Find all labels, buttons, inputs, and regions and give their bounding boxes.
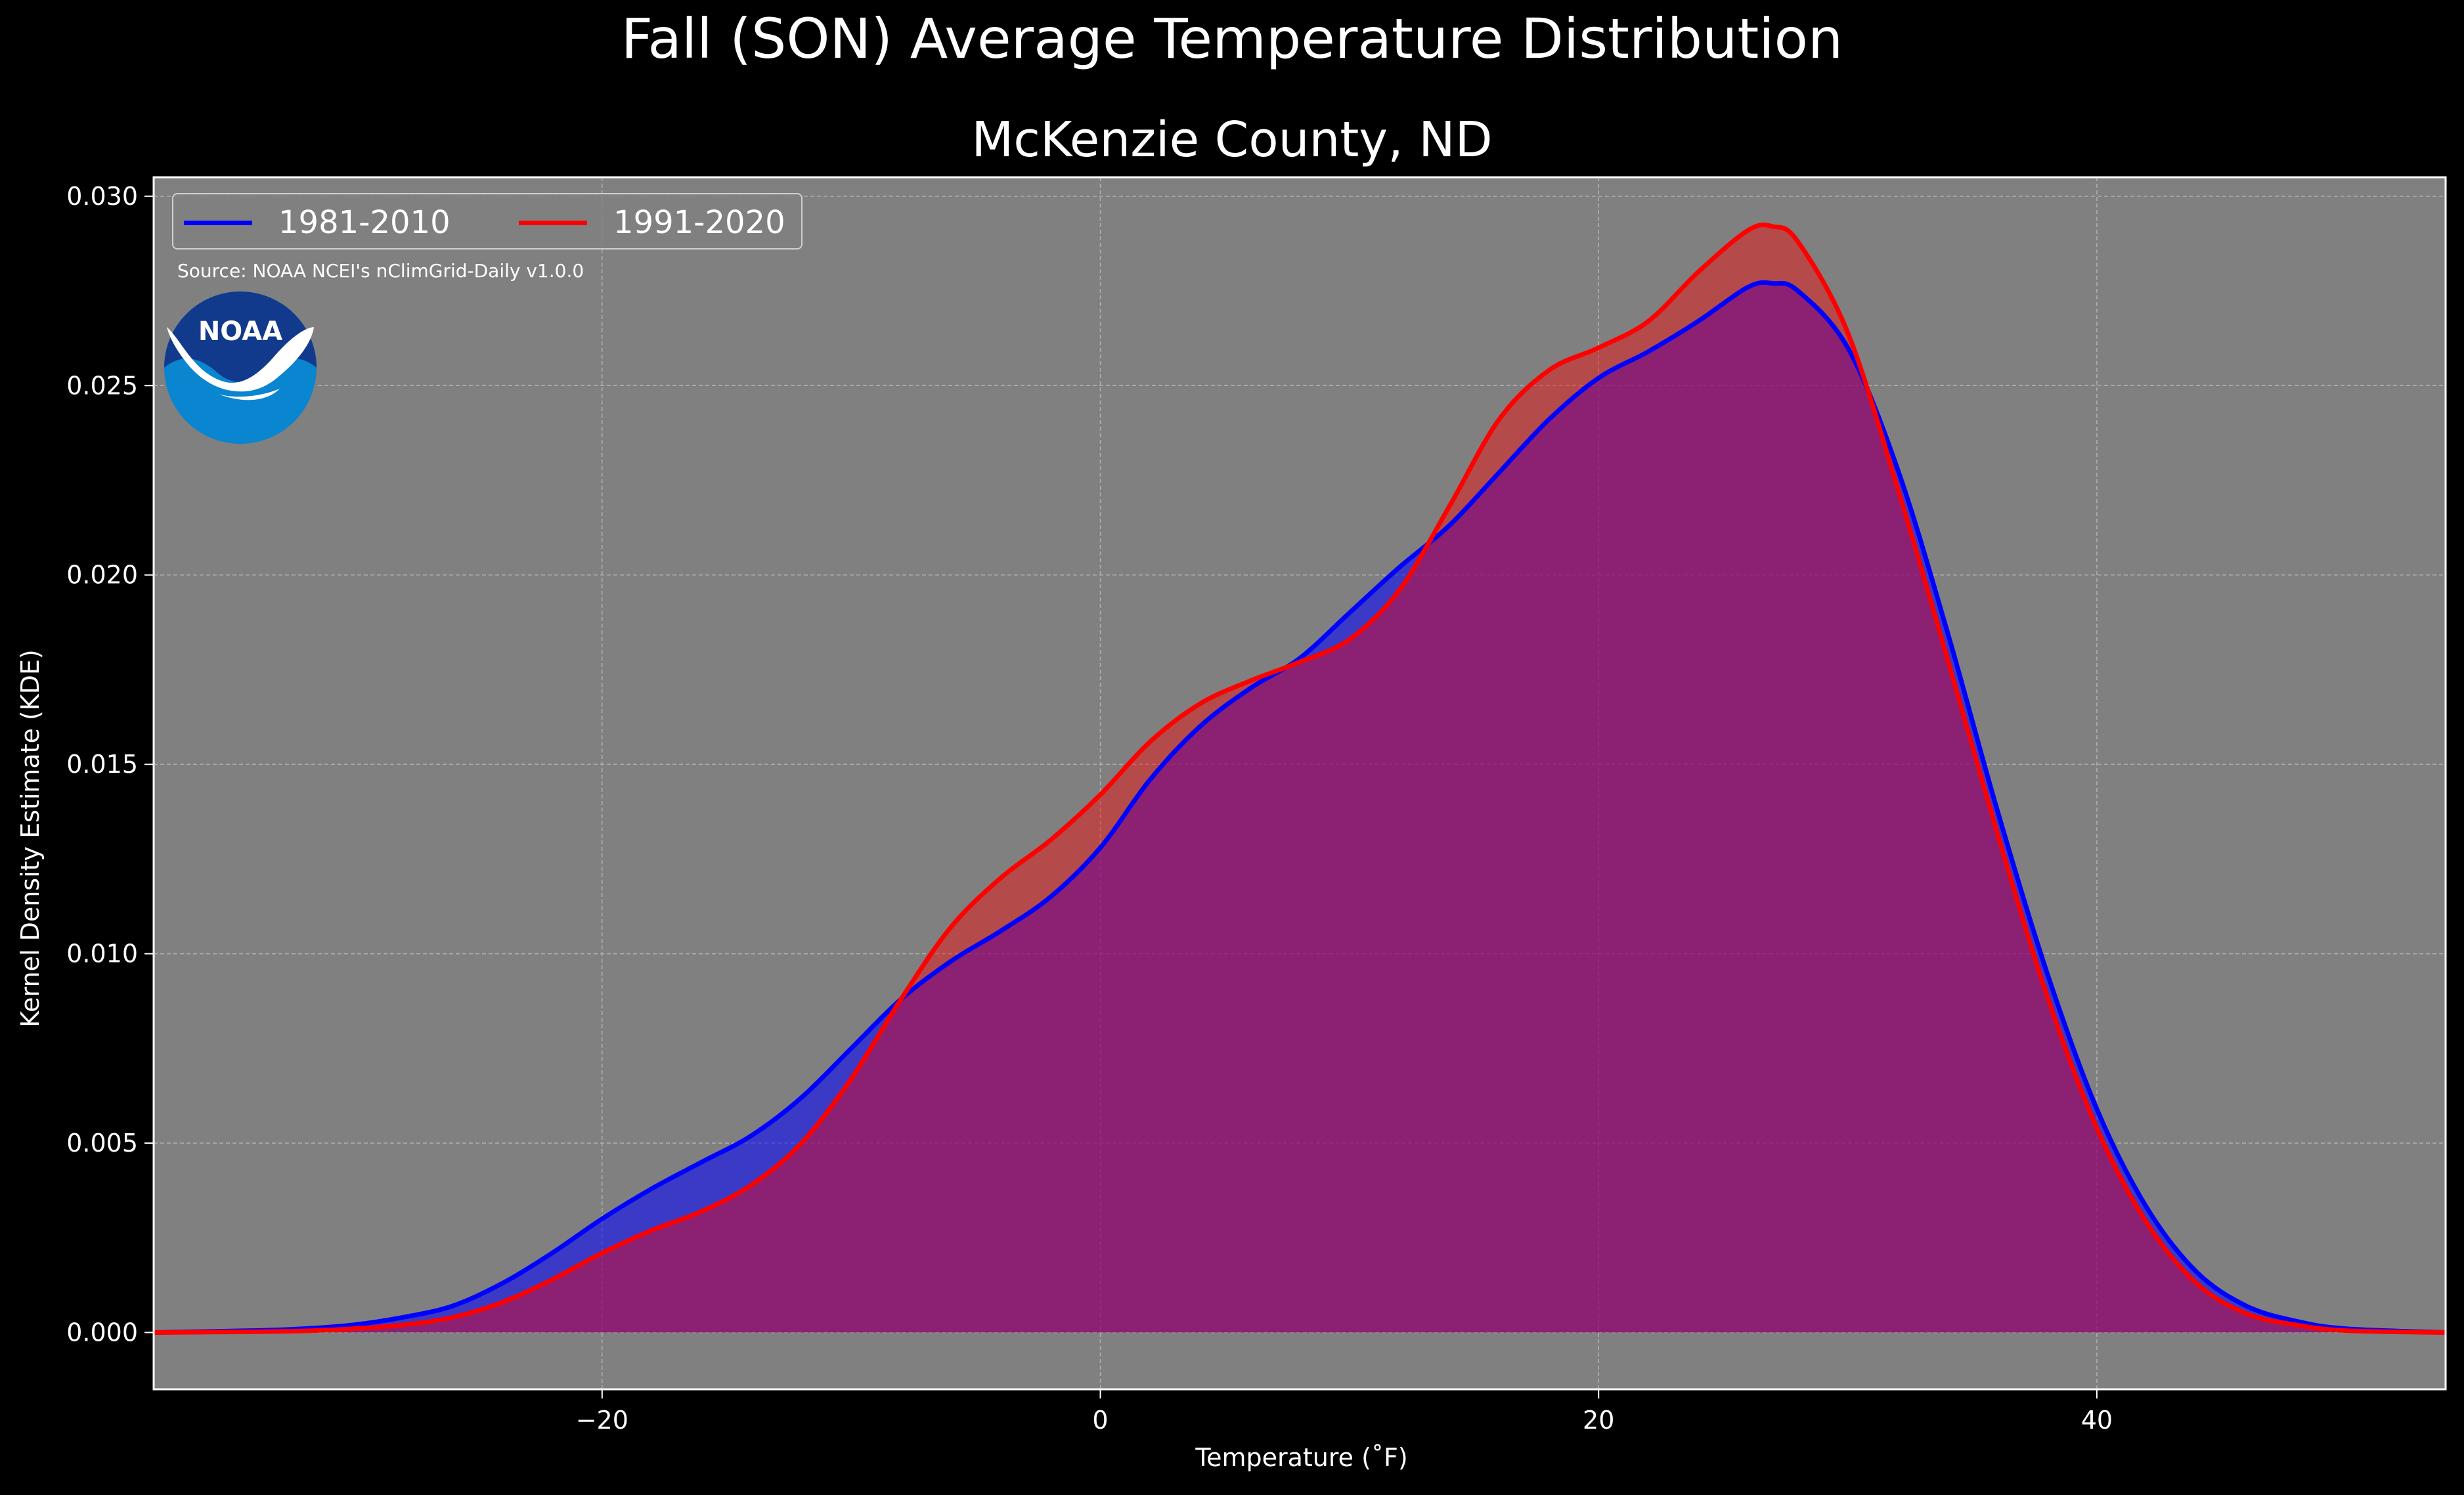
x-tick-label: 0 <box>1092 1406 1108 1435</box>
legend-item-1981-2010: 1981-2010 <box>184 194 451 251</box>
legend: 1981-2010 1991-2020 <box>172 193 803 249</box>
chart-title: Fall (SON) Average Temperature Distribut… <box>621 7 1843 71</box>
legend-label-1991-2020: 1991-2020 <box>613 204 785 241</box>
x-tick-label: −20 <box>576 1406 628 1435</box>
legend-label-1981-2010: 1981-2010 <box>278 204 451 241</box>
noaa-logo-icon: NOAA <box>164 292 317 444</box>
axis-ticks: −20 0 20 40 0.000 0.005 0.010 0.015 0.020 0.025 0.… <box>66 182 2113 1435</box>
y-tick-label: 0.025 <box>66 371 138 400</box>
y-axis-label: Kernel Density Estimate (KDE) <box>16 649 45 1028</box>
x-tick-label: 40 <box>2081 1406 2113 1435</box>
noaa-logo-text: NOAA <box>198 316 282 347</box>
chart-subtitle: McKenzie County, ND <box>971 112 1493 168</box>
density-areas <box>154 225 2446 1333</box>
source-note: Source: NOAA NCEI's nClimGrid-Daily v1.0… <box>177 260 584 282</box>
line-1991-2020 <box>153 222 2446 1335</box>
y-tick-label: 0.020 <box>66 561 138 590</box>
y-tick-label: 0.005 <box>66 1129 138 1158</box>
y-tick-label: 0.030 <box>66 182 138 211</box>
legend-item-1991-2020: 1991-2020 <box>519 194 785 251</box>
legend-swatch-1981-2010 <box>184 220 252 225</box>
x-tick-label: 20 <box>1583 1406 1614 1435</box>
y-tick-label: 0.000 <box>66 1318 138 1347</box>
density-lines <box>153 222 2446 1335</box>
y-tick-label: 0.010 <box>66 940 138 968</box>
line-1981-2010 <box>153 280 2446 1335</box>
x-axis-label: Temperature (˚F) <box>1195 1443 1408 1472</box>
legend-swatch-1991-2020 <box>519 220 587 225</box>
y-tick-label: 0.015 <box>66 750 138 779</box>
area-1991-2020 <box>154 225 2446 1333</box>
area-1981-2010 <box>154 282 2446 1333</box>
plot-frame <box>152 176 2447 1391</box>
